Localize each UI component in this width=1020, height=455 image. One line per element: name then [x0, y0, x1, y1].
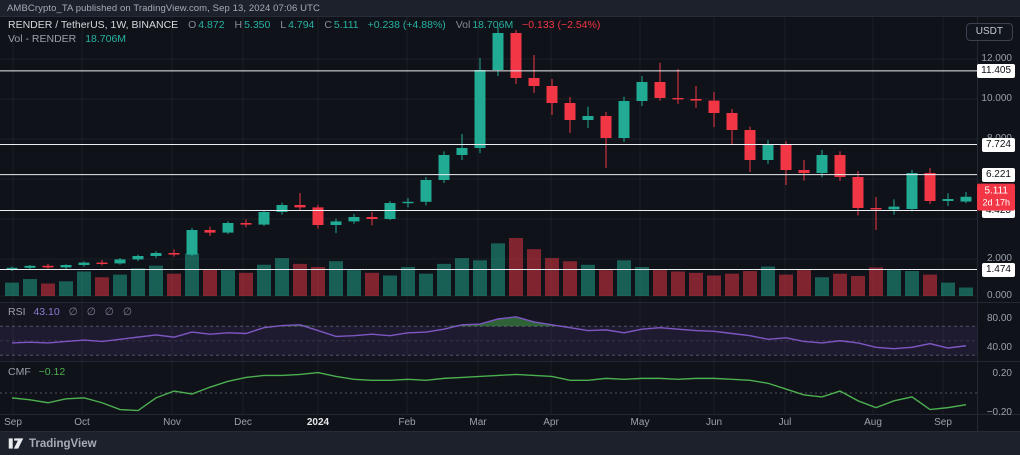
symbol-title: RENDER / TetherUS, 1W, BINANCE	[8, 19, 179, 31]
time-axis-label: Nov	[163, 417, 181, 428]
cmf-tick: 0.20	[992, 367, 1012, 379]
time-axis-label: Aug	[864, 417, 882, 428]
rsi-hidden-values: ∅ ∅ ∅ ∅	[68, 306, 135, 318]
open-label: O	[188, 19, 197, 31]
low-label: L	[280, 19, 287, 31]
tradingview-logo-icon[interactable]	[8, 437, 24, 450]
time-axis-label: Sep	[4, 417, 22, 428]
high-label: H	[234, 19, 243, 31]
last-price-label: 5.111 2d 17h	[977, 183, 1015, 211]
close-value: 5.111	[333, 19, 359, 31]
close-label: C	[324, 19, 332, 31]
rsi-value: 43.10	[33, 306, 60, 318]
currency-toggle-button[interactable]: USDT	[965, 23, 1013, 41]
price-level-label: 1.474	[981, 262, 1015, 277]
time-axis-label: Apr	[543, 417, 559, 428]
vol-change-value: −0.133 (−2.54%)	[522, 19, 601, 31]
price-tick: 10.000	[981, 93, 1012, 104]
volume-indicator-label: Vol - RENDER	[8, 33, 77, 45]
volume-legend-row[interactable]: Vol - RENDER 18.706M	[8, 34, 126, 45]
vol-label: Vol	[455, 19, 471, 31]
price-tick: 0.000	[986, 290, 1012, 301]
attribution-text: AMBCrypto_TA published on TradingView.co…	[7, 2, 320, 14]
footer-brand-text[interactable]: TradingView	[29, 437, 97, 450]
vol-value: 18.706M	[472, 19, 514, 31]
price-tick: 12.000	[981, 53, 1012, 64]
price-level-label: 11.405	[977, 63, 1015, 78]
rsi-label: RSI	[8, 306, 26, 318]
cmf-tick: −0.20	[986, 406, 1012, 418]
open-value: 4.872	[198, 19, 225, 31]
time-axis-label: Dec	[234, 417, 252, 428]
rsi-legend-row[interactable]: RSI 43.10 ∅ ∅ ∅ ∅	[8, 307, 135, 318]
low-value: 4.794	[288, 19, 315, 31]
cmf-value: −0.12	[38, 366, 66, 378]
cmf-label: CMF	[8, 366, 31, 378]
change-value: +0.238 (+4.88%)	[367, 19, 446, 31]
price-level-label: 6.221	[981, 167, 1015, 182]
price-level-label: 7.724	[981, 137, 1015, 152]
rsi-tick: 80.00	[986, 313, 1012, 324]
time-axis-label: Jun	[705, 417, 723, 428]
volume-indicator-value: 18.706M	[85, 33, 127, 45]
cmf-legend-row[interactable]: CMF −0.12	[8, 367, 65, 378]
countdown-timer: 2d 17h	[982, 197, 1010, 208]
time-axis-label: May	[630, 417, 650, 428]
footer-bar: TradingView	[0, 431, 1020, 455]
attribution-bar: AMBCrypto_TA published on TradingView.co…	[0, 0, 1020, 17]
time-axis-label: Sep	[934, 417, 952, 428]
time-axis-label: Mar	[469, 417, 487, 428]
high-value: 5.350	[244, 19, 271, 31]
time-axis-label: Jul	[778, 417, 792, 428]
time-axis-label: 2024	[306, 417, 330, 428]
time-axis-label: Oct	[74, 417, 90, 428]
time-axis-label: Feb	[398, 417, 416, 428]
rsi-tick: 40.00	[986, 342, 1012, 353]
price-tick: 2.000	[986, 253, 1012, 264]
